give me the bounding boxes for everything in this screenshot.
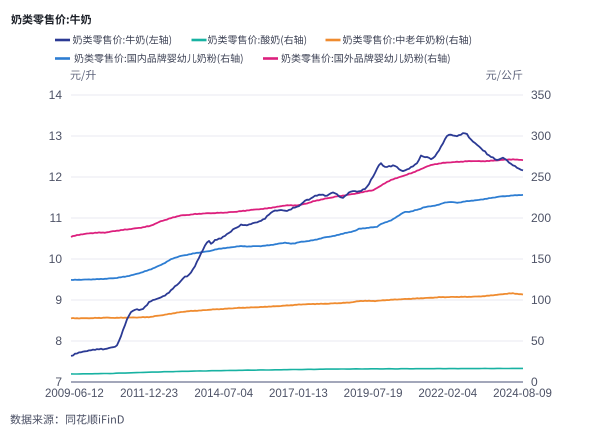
svg-text:100: 100 <box>531 293 551 307</box>
svg-text:0: 0 <box>531 375 538 389</box>
svg-text:12: 12 <box>49 170 63 184</box>
svg-text:2011-12-23: 2011-12-23 <box>120 388 178 400</box>
svg-text:150: 150 <box>531 252 551 266</box>
svg-text:2024-08-09: 2024-08-09 <box>493 388 552 400</box>
svg-text:2022-02-04: 2022-02-04 <box>418 388 477 400</box>
svg-text:350: 350 <box>531 88 551 102</box>
svg-text:2019-07-19: 2019-07-19 <box>344 388 403 400</box>
svg-text:11: 11 <box>50 211 63 225</box>
svg-text:250: 250 <box>531 170 551 184</box>
svg-text:13: 13 <box>49 129 63 143</box>
svg-text:2014-07-04: 2014-07-04 <box>194 388 253 400</box>
svg-text:2009-06-12: 2009-06-12 <box>45 388 104 400</box>
svg-text:2017-01-13: 2017-01-13 <box>269 388 328 400</box>
svg-text:8: 8 <box>55 334 62 348</box>
svg-text:300: 300 <box>531 129 551 143</box>
svg-text:9: 9 <box>55 293 62 307</box>
svg-text:50: 50 <box>531 334 545 348</box>
svg-text:7: 7 <box>55 375 62 389</box>
svg-text:14: 14 <box>49 88 63 102</box>
svg-text:10: 10 <box>49 252 63 266</box>
svg-text:200: 200 <box>531 211 551 225</box>
